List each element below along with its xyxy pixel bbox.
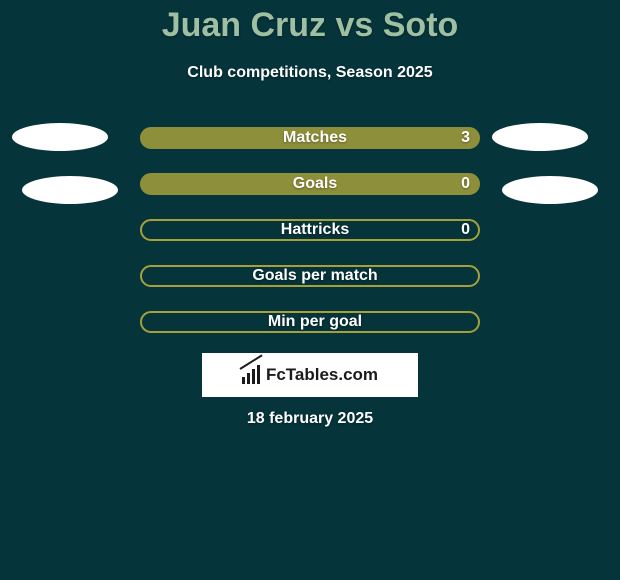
logo-text: FcTables.com bbox=[266, 365, 378, 385]
stat-label: Goals per match bbox=[252, 267, 377, 285]
stat-label: Hattricks bbox=[281, 221, 349, 239]
avatar-placeholder bbox=[492, 123, 588, 151]
date-text: 18 february 2025 bbox=[0, 410, 620, 428]
stat-label: Min per goal bbox=[268, 313, 362, 331]
stat-value: 0 bbox=[461, 175, 470, 193]
stat-label: Goals bbox=[293, 175, 337, 193]
avatar-placeholder bbox=[502, 176, 598, 204]
subtitle: Club competitions, Season 2025 bbox=[0, 64, 620, 82]
avatar-placeholder bbox=[12, 123, 108, 151]
page-title: Juan Cruz vs Soto bbox=[0, 6, 620, 45]
logo-inner: FcTables.com bbox=[242, 365, 378, 385]
stat-value: 0 bbox=[461, 221, 470, 239]
stat-value: 3 bbox=[461, 129, 470, 147]
source-logo: FcTables.com bbox=[202, 353, 418, 397]
logo-bars-icon bbox=[242, 366, 260, 384]
stat-label: Matches bbox=[283, 129, 347, 147]
avatar-placeholder bbox=[22, 176, 118, 204]
comparison-infographic: Juan Cruz vs Soto Club competitions, Sea… bbox=[0, 0, 620, 580]
